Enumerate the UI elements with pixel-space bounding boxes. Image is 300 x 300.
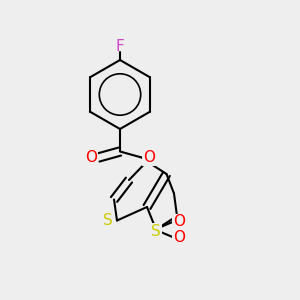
Text: O: O <box>173 214 185 230</box>
Text: O: O <box>173 230 185 244</box>
Text: O: O <box>85 150 97 165</box>
Text: O: O <box>143 150 155 165</box>
Text: F: F <box>116 39 124 54</box>
Text: S: S <box>103 213 113 228</box>
Text: S: S <box>151 224 161 238</box>
